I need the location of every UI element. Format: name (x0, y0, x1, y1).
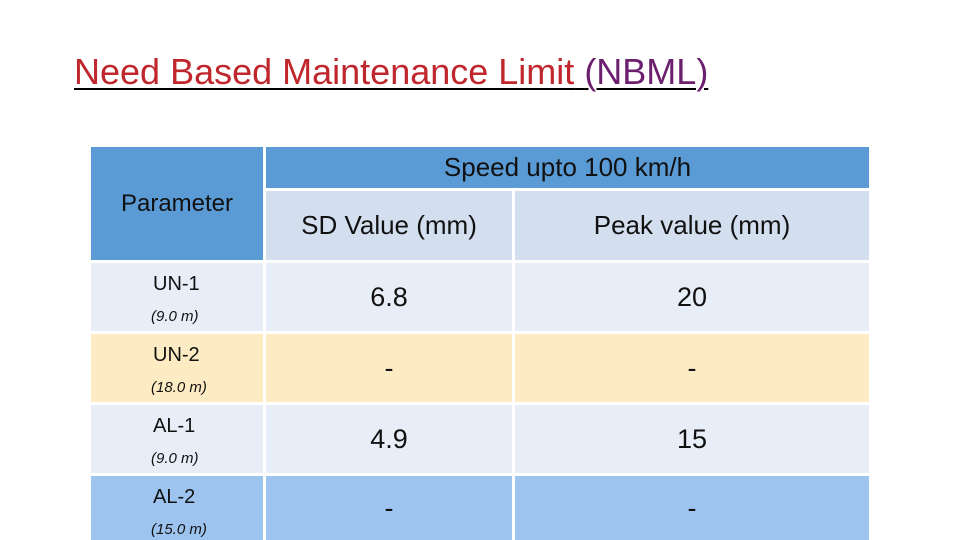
parameter-name: AL-1 (153, 415, 196, 437)
slide-title: Need Based Maintenance Limit (NBML) (74, 48, 708, 96)
peak-value-cell: - (515, 476, 869, 540)
sd-value-header: SD Value (mm) (266, 191, 512, 260)
parameter-length: (15.0 m) (151, 521, 207, 538)
parameter-name: AL-2 (153, 486, 196, 508)
peak-value-cell: 20 (515, 263, 869, 331)
slide-title-abbreviation: (NBML) (584, 51, 709, 92)
sd-value-cell: - (266, 334, 512, 402)
parameter-name: UN-2 (153, 344, 200, 366)
parameter-length: (9.0 m) (151, 450, 199, 467)
table-row-label: AL-1 (9.0 m) (91, 405, 263, 473)
parameter-length: (18.0 m) (151, 379, 207, 396)
peak-value-cell: 15 (515, 405, 869, 473)
speed-header: Speed upto 100 km/h (266, 147, 869, 188)
sd-value-cell: - (266, 476, 512, 540)
table-row-label: AL-2 (15.0 m) (91, 476, 263, 540)
peak-value-cell: - (515, 334, 869, 402)
table-row-label: UN-2 (18.0 m) (91, 334, 263, 402)
parameter-header: Parameter (91, 147, 263, 260)
parameter-length: (9.0 m) (151, 308, 199, 325)
sd-value-cell: 6.8 (266, 263, 512, 331)
parameter-name: UN-1 (153, 273, 200, 295)
peak-value-header: Peak value (mm) (515, 191, 869, 260)
slide-title-main: Need Based Maintenance Limit (74, 51, 575, 92)
sd-value-cell: 4.9 (266, 405, 512, 473)
table-row-label: UN-1 (9.0 m) (91, 263, 263, 331)
